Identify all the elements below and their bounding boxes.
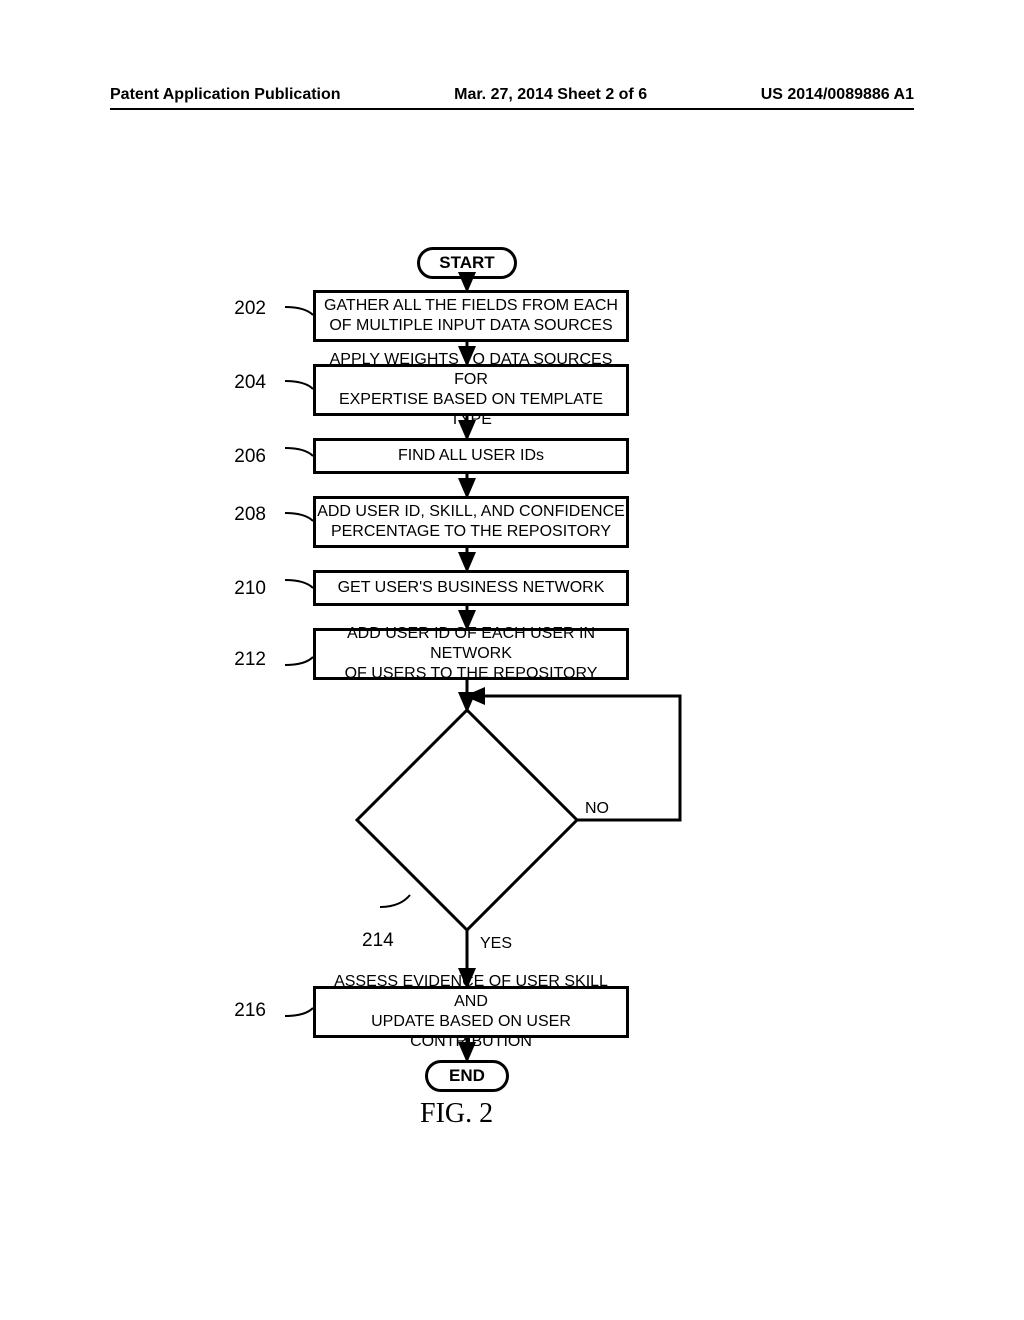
page-header: Patent Application Publication Mar. 27, … — [110, 86, 914, 104]
header-rule — [110, 108, 914, 110]
process-216: ASSESS EVIDENCE OF USER SKILL ANDUPDATE … — [313, 986, 629, 1038]
ref-208: 208 — [230, 504, 266, 526]
terminal-start-label: START — [439, 253, 494, 272]
ref-212: 212 — [230, 649, 266, 671]
process-204-text: APPLY WEIGHTS TO DATA SOURCES FOREXPERTI… — [316, 350, 626, 430]
figure-label: FIG. 2 — [420, 1098, 493, 1130]
header-right: US 2014/0089886 A1 — [761, 86, 914, 104]
ref-204: 204 — [230, 372, 266, 394]
decision-214-text: ISUSER TASKCOMPLETED? — [407, 776, 527, 856]
decision-no: NO — [585, 800, 609, 818]
ref-214: 214 — [362, 930, 398, 952]
process-208: ADD USER ID, SKILL, AND CONFIDENCEPERCEN… — [313, 496, 629, 548]
process-204: APPLY WEIGHTS TO DATA SOURCES FOREXPERTI… — [313, 364, 629, 416]
terminal-end-label: END — [449, 1066, 485, 1085]
header-left: Patent Application Publication — [110, 86, 341, 104]
process-210: GET USER'S BUSINESS NETWORK — [313, 570, 629, 606]
ref-202: 202 — [230, 298, 266, 320]
ref-206: 206 — [230, 446, 266, 468]
header-center: Mar. 27, 2014 Sheet 2 of 6 — [454, 86, 647, 104]
ref-216: 216 — [230, 1000, 266, 1022]
process-212: ADD USER ID OF EACH USER IN NETWORKOF US… — [313, 628, 629, 680]
ref-210: 210 — [230, 578, 266, 600]
decision-yes: YES — [480, 935, 512, 953]
terminal-start: START — [417, 247, 517, 279]
process-202: GATHER ALL THE FIELDS FROM EACHOF MULTIP… — [313, 290, 629, 342]
page: Patent Application Publication Mar. 27, … — [0, 0, 1024, 1320]
process-206-text: FIND ALL USER IDs — [398, 447, 544, 465]
process-206: FIND ALL USER IDs — [313, 438, 629, 474]
process-210-text: GET USER'S BUSINESS NETWORK — [338, 579, 605, 597]
process-202-text: GATHER ALL THE FIELDS FROM EACHOF MULTIP… — [324, 296, 618, 336]
process-208-text: ADD USER ID, SKILL, AND CONFIDENCEPERCEN… — [317, 502, 625, 542]
terminal-end: END — [425, 1060, 509, 1092]
process-212-text: ADD USER ID OF EACH USER IN NETWORKOF US… — [316, 624, 626, 684]
process-216-text: ASSESS EVIDENCE OF USER SKILL ANDUPDATE … — [316, 972, 626, 1052]
